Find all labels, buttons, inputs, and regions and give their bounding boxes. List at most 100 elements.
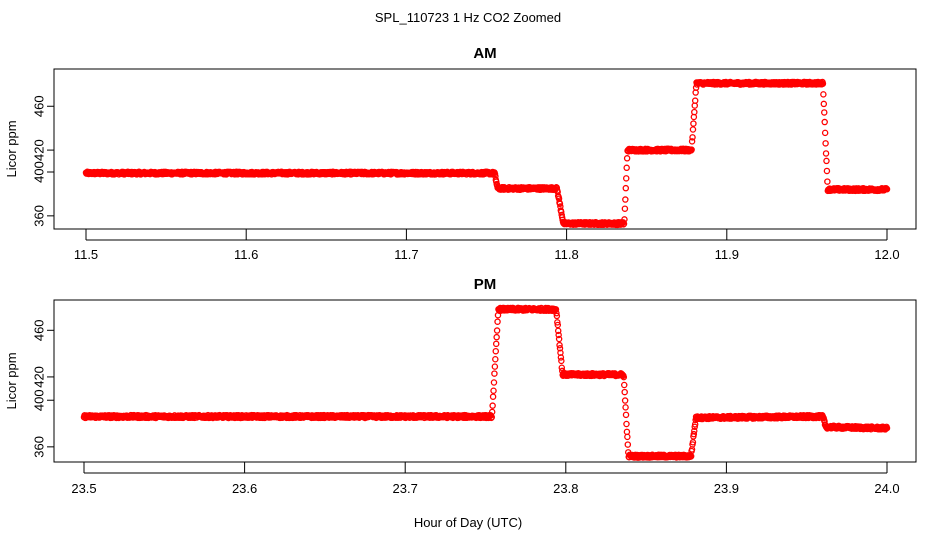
am-data-point	[883, 185, 891, 193]
am-data-point	[819, 80, 827, 87]
am-data-point	[622, 184, 630, 192]
am-x-tick-label: 12.0	[874, 247, 899, 262]
am-data-points	[82, 78, 891, 229]
am-panel: AM Licor ppm 11.5 11.6 11.7 11.8 11.9 12.0 360…	[4, 45, 917, 262]
pm-data-point	[492, 340, 500, 348]
pm-y-axis-label: Licor ppm	[4, 352, 19, 409]
pm-data-point	[691, 421, 699, 428]
am-data-point	[621, 205, 629, 212]
pm-panel: PM Licor ppm 23.5 23.6 23.7 23.8 23.9 24.0 360…	[4, 276, 917, 496]
am-y-tick-label: 420	[31, 139, 46, 161]
pm-data-point	[553, 312, 561, 320]
am-data-point	[820, 100, 828, 108]
pm-data-point	[623, 420, 630, 428]
pm-data-point	[493, 327, 501, 334]
pm-data-point	[624, 433, 631, 441]
pm-data-point	[691, 423, 698, 431]
x-axis-label: Hour of Day (UTC)	[414, 515, 522, 530]
am-data-point	[556, 200, 564, 208]
am-data-point	[622, 196, 629, 203]
pm-data-point	[554, 321, 562, 329]
pm-data-point	[489, 393, 497, 400]
am-data-point	[821, 129, 829, 137]
pm-x-tick-label: 23.6	[232, 481, 257, 496]
pm-data-point	[555, 331, 562, 339]
pm-data-point	[620, 381, 628, 389]
pm-data-point	[489, 402, 496, 409]
pm-data-point	[621, 388, 628, 396]
pm-data-point	[623, 428, 631, 436]
pm-data-point	[493, 333, 500, 341]
pm-data-point	[622, 411, 630, 419]
pm-data-point	[492, 347, 500, 355]
am-y-axis-label: Licor ppm	[4, 120, 19, 177]
pm-data-point	[552, 306, 560, 313]
pm-data-point	[491, 370, 498, 377]
am-x-tick-label: 11.5	[74, 247, 98, 262]
pm-data-point	[492, 356, 499, 363]
pm-y-tick-label: 420	[31, 366, 46, 388]
pm-data-point	[556, 345, 564, 352]
pm-panel-title: PM	[474, 276, 497, 293]
pm-data-point	[621, 397, 629, 404]
am-x-tick-label: 11.6	[234, 247, 258, 262]
pm-data-point	[558, 364, 566, 371]
pm-y-tick-label: 400	[31, 389, 46, 411]
am-y-tick-label: 360	[31, 205, 46, 227]
pm-data-point	[554, 327, 562, 335]
am-data-point	[689, 134, 696, 141]
pm-data-point	[556, 341, 563, 349]
am-data-point	[622, 175, 630, 182]
am-data-point	[623, 164, 630, 172]
pm-y-tick-label: 360	[31, 436, 46, 458]
pm-x-tick-label: 23.8	[553, 481, 578, 496]
pm-data-point	[490, 379, 498, 386]
pm-data-point	[494, 318, 501, 325]
pm-data-point	[622, 404, 629, 411]
am-x-tick-label: 11.8	[554, 247, 578, 262]
pm-data-point	[624, 441, 632, 448]
pm-x-tick-label: 24.0	[874, 481, 899, 496]
am-plot-frame	[53, 68, 917, 230]
am-data-point	[820, 91, 827, 98]
am-data-point	[688, 146, 695, 153]
pm-data-point	[555, 335, 563, 343]
pm-data-points	[80, 304, 891, 461]
pm-x-tick-label: 23.9	[714, 481, 739, 496]
pm-data-point	[691, 427, 698, 435]
pm-data-point	[553, 309, 560, 317]
am-data-point	[689, 126, 697, 133]
am-data-point	[621, 216, 628, 223]
am-data-point	[822, 150, 830, 157]
am-data-point	[690, 120, 697, 127]
am-data-point	[821, 118, 828, 126]
pm-data-point	[557, 354, 565, 361]
am-data-point	[553, 184, 561, 192]
pm-data-point	[883, 424, 891, 432]
pm-data-point	[488, 408, 496, 416]
am-data-point	[691, 97, 699, 104]
am-data-point	[821, 109, 828, 116]
pm-data-point	[689, 439, 697, 446]
pm-plot-frame	[53, 299, 917, 463]
am-data-point	[824, 178, 831, 185]
am-data-point	[688, 138, 696, 145]
am-panel-title: AM	[473, 45, 496, 62]
am-data-point	[623, 155, 631, 162]
pm-data-point	[491, 363, 499, 370]
figure-title: SPL_110723 1 Hz CO2 Zoomed	[375, 10, 561, 25]
pm-data-point	[620, 373, 628, 381]
am-data-point	[620, 220, 628, 227]
am-data-point	[823, 157, 830, 165]
am-y-tick-label: 460	[31, 95, 46, 117]
am-x-tick-label: 11.7	[394, 247, 418, 262]
am-x-tick-label: 11.9	[715, 247, 739, 262]
pm-data-point	[490, 387, 497, 395]
pm-y-tick-label: 460	[31, 319, 46, 341]
pm-x-tick-label: 23.5	[71, 481, 96, 496]
am-data-point	[691, 108, 698, 116]
am-data-point	[823, 167, 831, 175]
pm-data-point	[554, 319, 561, 326]
am-y-tick-label: 400	[31, 161, 46, 183]
